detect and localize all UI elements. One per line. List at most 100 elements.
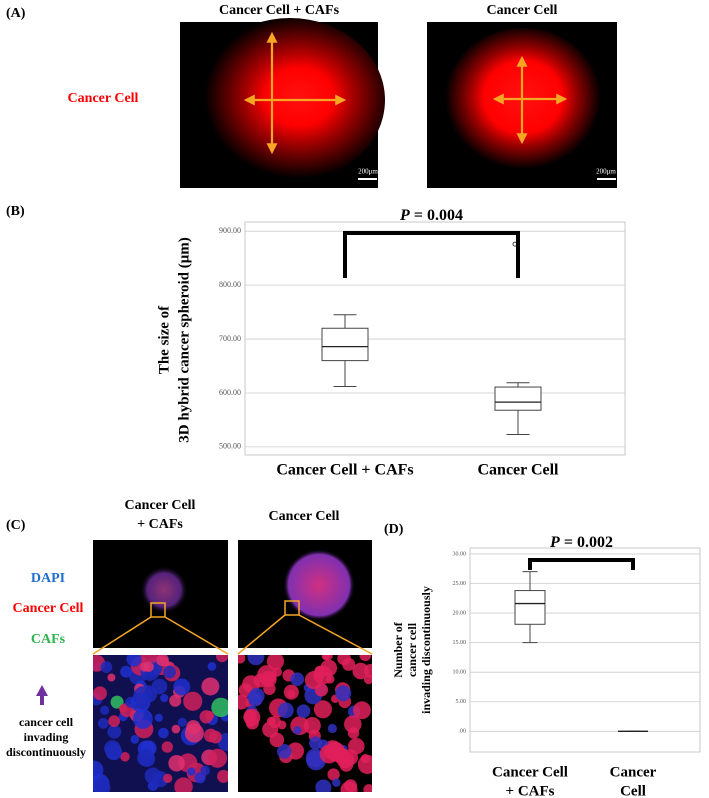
- panel-label: (D): [384, 522, 404, 537]
- cell: [286, 742, 305, 760]
- x-tick-label: Cancer Cell: [477, 462, 559, 479]
- cell: [169, 694, 182, 707]
- cell: [209, 730, 222, 744]
- y-tick-label: 600.00: [219, 388, 241, 397]
- cell: [215, 655, 228, 663]
- cell: [133, 686, 153, 706]
- cell: [316, 670, 326, 679]
- cell: [107, 724, 122, 739]
- cell: [293, 726, 302, 735]
- cell: [97, 717, 109, 729]
- cell: [248, 687, 265, 704]
- cell: [314, 683, 329, 697]
- cell: [118, 704, 128, 713]
- p-symbol: P: [399, 207, 410, 224]
- arrows: [243, 31, 568, 155]
- cell: [93, 686, 107, 701]
- cell: [337, 655, 351, 666]
- cell: [156, 655, 169, 667]
- cell: [296, 704, 311, 718]
- cell: [158, 727, 169, 739]
- cell: [95, 780, 111, 792]
- cell: [238, 655, 246, 664]
- cell: [160, 694, 169, 703]
- cell: [140, 662, 150, 672]
- cell: [327, 768, 340, 781]
- cell: [359, 655, 372, 662]
- y-tick-label: 800.00: [219, 280, 241, 289]
- cell: [187, 767, 196, 776]
- arrow-note: invading: [24, 730, 69, 744]
- column-title: Cancer Cell: [487, 3, 558, 18]
- cell: [100, 661, 113, 673]
- cell: [315, 779, 332, 792]
- panel-label: (B): [6, 204, 25, 219]
- legend-cafs: CAFs: [31, 632, 66, 647]
- panel-c: (C) Cancer Cell + CAFs Cancer Cell DAPI …: [6, 498, 373, 792]
- y-axis-label: invading discontinuously: [419, 586, 433, 714]
- cell: [137, 749, 155, 767]
- cell: [107, 673, 116, 682]
- panel-a: (A) Cancer Cell + CAFs Cancer Cell Cance…: [6, 3, 617, 188]
- cell: [276, 744, 292, 759]
- box: [514, 590, 546, 625]
- cell: [253, 673, 268, 688]
- significance-bracket: [528, 558, 635, 570]
- cell: [217, 769, 228, 783]
- legend-cancer: Cancer Cell: [13, 601, 84, 616]
- cell: [132, 709, 153, 729]
- cell: [313, 700, 332, 719]
- cell: [247, 655, 265, 666]
- cell: [177, 717, 187, 727]
- cell: [163, 665, 176, 679]
- y-tick-label: 15.00: [453, 640, 467, 646]
- scale-bar-label: 200μm: [596, 168, 616, 176]
- cell: [93, 760, 104, 781]
- y-tick-label: 30.00: [453, 551, 467, 557]
- x-tick-label: Cancer Cell + CAFs: [276, 462, 413, 479]
- cell: [243, 710, 257, 723]
- x-tick-label: Cancer Cell: [492, 764, 568, 780]
- cell: [319, 744, 339, 764]
- y-tick-label: 20.00: [453, 610, 467, 616]
- y-tick-label: 700.00: [219, 334, 241, 343]
- cell: [163, 773, 173, 783]
- plot-frame: [244, 221, 626, 456]
- chart-b: 500.00 600.00 700.00 800.00 900.00 The size o…: [156, 207, 626, 479]
- y-axis-label: cancer cell: [405, 622, 419, 677]
- box: [494, 386, 542, 411]
- cell: [344, 779, 358, 792]
- p-value: P = 0.002: [549, 534, 613, 551]
- cell: [126, 655, 142, 667]
- y-tick-label: 900.00: [219, 226, 241, 235]
- cell: [290, 672, 305, 687]
- cell: [327, 723, 337, 734]
- cell: [303, 717, 321, 735]
- cell: [207, 661, 217, 671]
- cell: [130, 734, 140, 744]
- cell: [360, 754, 370, 764]
- cell: [174, 777, 193, 792]
- chart-d: .00 5.00 10.00 15.00 20.00 25.00 30.00 Number o…: [391, 534, 701, 798]
- cell: [144, 767, 162, 785]
- cell: [183, 691, 203, 711]
- cell: [207, 748, 228, 768]
- x-tick-label: Cancer: [610, 764, 657, 780]
- y-tick-label: .00: [459, 729, 467, 735]
- cell: [201, 677, 220, 696]
- arrow-note: discontinuously: [6, 745, 86, 759]
- significance-bracket: [343, 231, 520, 278]
- cell: [263, 682, 276, 695]
- cell: [100, 705, 110, 715]
- cell: [283, 684, 299, 700]
- panel-label: (C): [6, 518, 26, 533]
- cell: [200, 765, 211, 776]
- y-tick-label: 10.00: [453, 670, 467, 676]
- cell: [161, 741, 173, 753]
- cell: [335, 685, 352, 702]
- cell: [363, 784, 372, 792]
- y-tick-label: 25.00: [453, 581, 467, 587]
- y-axis-label: 3D hybrid cancer spheroid (μm): [176, 237, 192, 442]
- cell: [173, 678, 191, 696]
- p-symbol: P: [549, 534, 560, 551]
